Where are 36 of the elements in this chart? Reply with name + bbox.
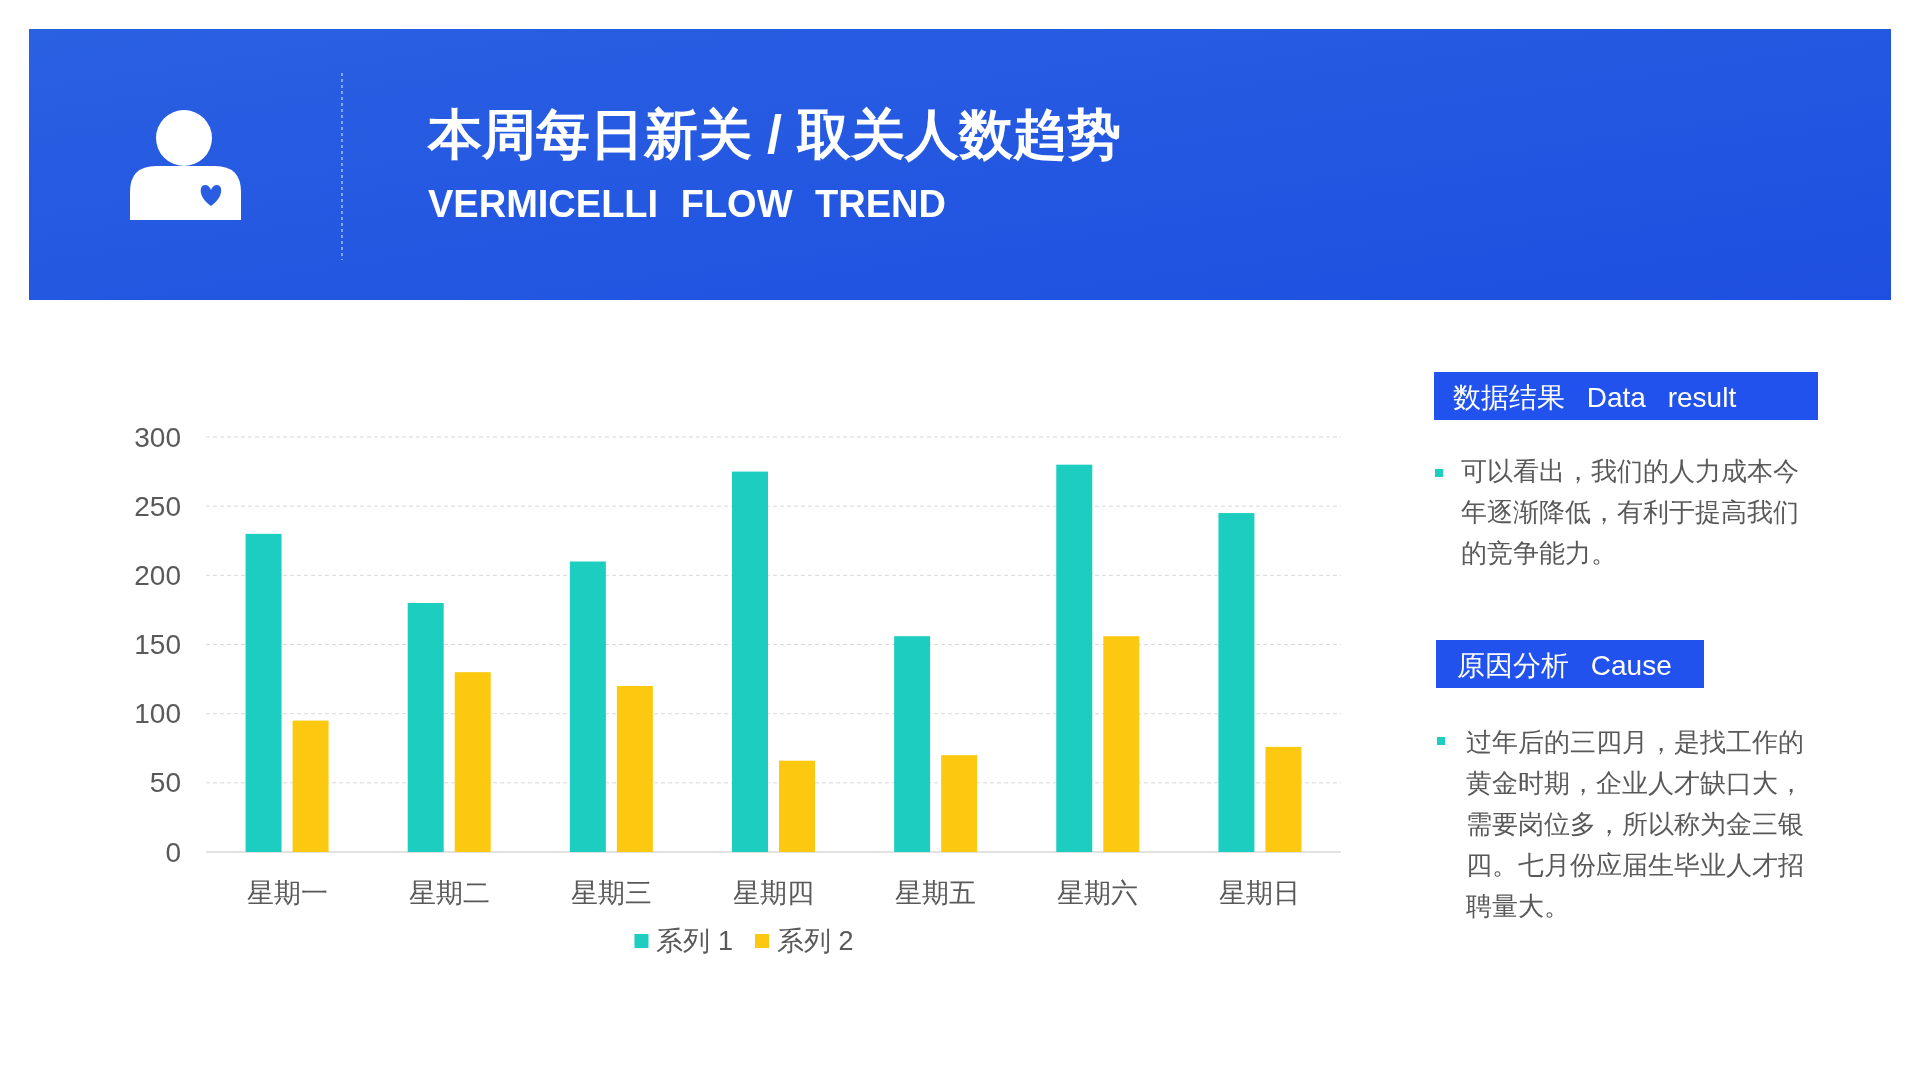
bar [569, 561, 606, 852]
bar [454, 672, 491, 852]
chart-subtitle: VERMICELLI FLOW TREND [428, 183, 946, 225]
chart-title: 本周每日新关 / 取关人数趋势 [426, 104, 1122, 164]
x-tick-label: 星期三 [570, 878, 652, 908]
x-tick-label: 星期一 [246, 878, 328, 908]
x-tick-label: 星期五 [895, 878, 977, 908]
bar [292, 720, 329, 852]
bar [1056, 464, 1093, 852]
x-tick-label: 星期二 [408, 878, 490, 908]
bar [407, 603, 444, 852]
y-tick-label: 150 [134, 629, 181, 660]
legend-label: 系列 1 [656, 926, 733, 956]
text: 数据结果 Data result [1453, 381, 1737, 413]
y-tick-label: 300 [134, 421, 181, 453]
text: 可以看出，我们的人力成本今年逐渐降低，有利于提高我们的竞争能力。 [1461, 455, 1800, 570]
legend-label: 系列 2 [777, 926, 854, 956]
y-tick-label: 250 [134, 490, 181, 522]
text: 原因分析 Cause [1457, 649, 1672, 681]
bar [894, 636, 931, 852]
x-tick-label: 星期六 [1057, 878, 1139, 908]
bar [616, 686, 653, 852]
bar [1218, 513, 1255, 852]
bar [1265, 746, 1302, 852]
bar [941, 755, 978, 852]
text: 过年后的三四月，是找工作的黄金时期，企业人才缺口大，需要岗位多，所以称为金三银四。七月份应届生毕业人才招聘量大。 [1466, 726, 1805, 923]
y-tick-label: 50 [149, 767, 181, 799]
bar [779, 760, 816, 852]
x-tick-label: 星期日 [1219, 878, 1301, 908]
y-tick-label: 100 [134, 698, 181, 730]
y-tick-label: 0 [165, 836, 181, 868]
x-tick-label: 星期四 [733, 878, 814, 908]
bar [245, 533, 282, 852]
y-tick-label: 200 [134, 559, 181, 591]
bar [1103, 636, 1140, 852]
bar [731, 471, 768, 852]
